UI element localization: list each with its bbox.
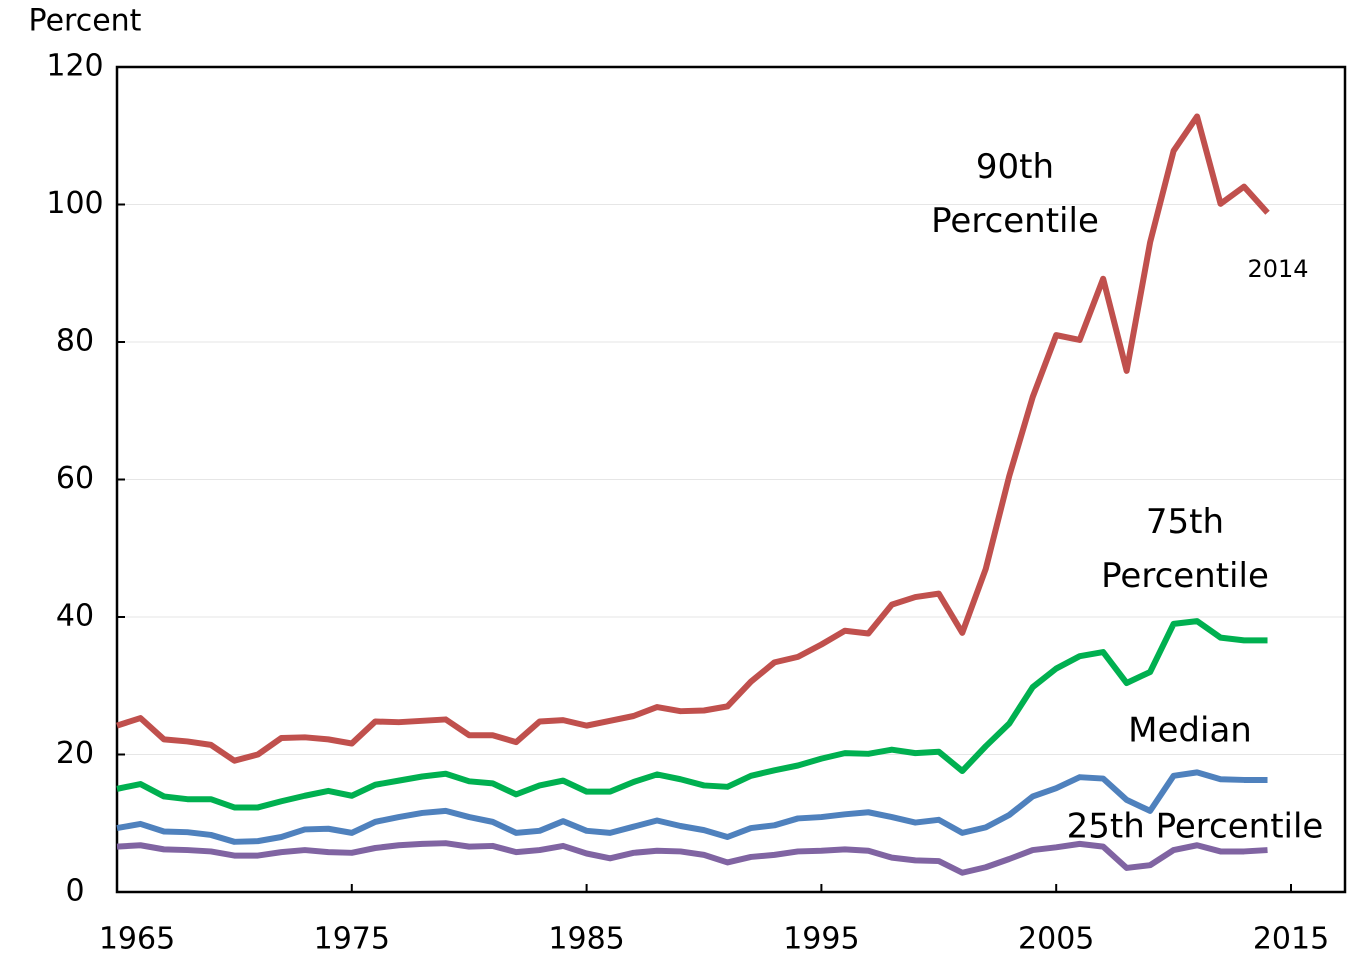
series-label: 75th Percentile — [1101, 502, 1269, 596]
series-line — [116, 113, 1270, 764]
y-tick-label: 20 — [56, 736, 94, 771]
y-tick-label: 0 — [65, 874, 84, 909]
y-tick-label: 120 — [46, 49, 103, 84]
x-tick-label: 1965 — [99, 922, 175, 954]
x-tick-label: 1995 — [783, 922, 859, 954]
series-label: 90th Percentile — [931, 147, 1099, 241]
x-tick-label: 2005 — [1018, 922, 1094, 954]
y-tick-label: 80 — [56, 324, 94, 359]
y-tick-label: 40 — [56, 599, 94, 634]
series-line — [116, 769, 1268, 845]
series-line — [116, 618, 1268, 811]
series-label: Median — [1128, 711, 1252, 751]
annotation: 2014 — [1247, 255, 1308, 283]
series-line — [116, 840, 1268, 876]
x-tick-label: 2015 — [1253, 922, 1329, 954]
series-label: 25th Percentile — [1067, 807, 1324, 847]
y-tick-label: 100 — [46, 186, 103, 221]
y-tick-label: 60 — [56, 461, 94, 496]
y-axis-label: Percent — [29, 4, 142, 39]
plot-frame — [115, 65, 1347, 894]
x-tick-label: 1975 — [314, 922, 390, 954]
x-tick-label: 1985 — [548, 922, 624, 954]
